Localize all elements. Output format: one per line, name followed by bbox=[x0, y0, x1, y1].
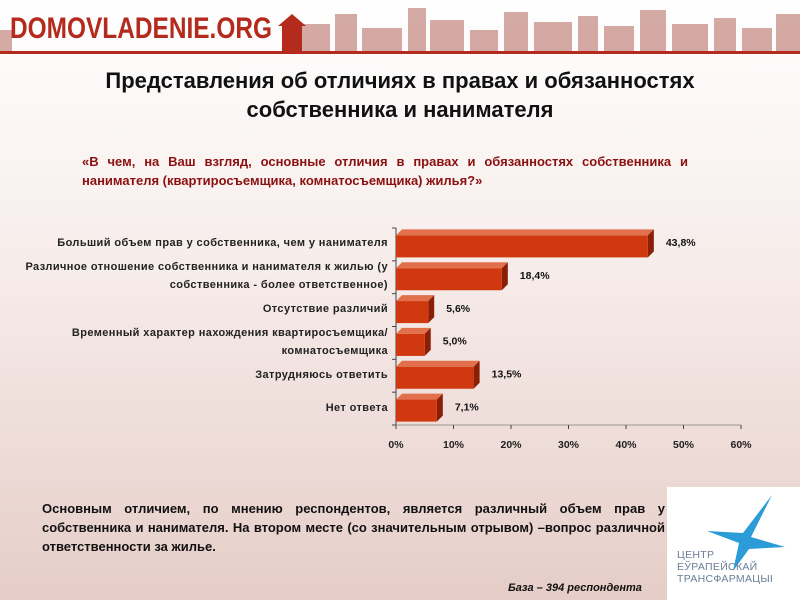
header-rule bbox=[0, 51, 800, 54]
value-label: 18,4% bbox=[520, 270, 550, 282]
bar-top bbox=[396, 295, 435, 302]
partner-star bbox=[707, 495, 785, 571]
bar-top bbox=[396, 229, 654, 236]
bar bbox=[396, 366, 474, 389]
bar-side bbox=[647, 229, 654, 258]
x-tick-label: 10% bbox=[443, 439, 465, 451]
value-label: 7,1% bbox=[455, 401, 480, 413]
bar bbox=[396, 333, 425, 356]
category-label: Различное отношение собственника и наним… bbox=[25, 261, 388, 292]
skyline bbox=[0, 8, 800, 52]
bar-top bbox=[396, 393, 443, 400]
site-logo: DOMOVLADENIE.ORG bbox=[10, 12, 272, 45]
summary: Основным отличием, по мнению респонденто… bbox=[42, 501, 665, 554]
value-label: 5,6% bbox=[446, 303, 471, 315]
bar-top bbox=[396, 360, 480, 367]
x-tick-label: 30% bbox=[558, 439, 580, 451]
value-label: 5,0% bbox=[443, 336, 468, 348]
bar-top bbox=[396, 262, 508, 269]
partner-logo-text: ЕЎРАПЕЙСКАЙ bbox=[677, 561, 758, 573]
category-label: Отсутствие различий bbox=[262, 303, 388, 316]
value-label: 13,5% bbox=[492, 369, 522, 381]
x-tick-label: 60% bbox=[730, 439, 752, 451]
base-note: База – 394 респондента bbox=[508, 582, 642, 594]
partner-logo: ЦЕНТР ЕЎРАПЕЙСКАЙ ТРАНСФАРМАЦЫІ bbox=[667, 487, 800, 600]
logo-house bbox=[278, 14, 306, 52]
bar bbox=[396, 235, 648, 258]
bar bbox=[396, 301, 429, 324]
bar bbox=[396, 268, 502, 291]
x-tick-label: 20% bbox=[500, 439, 522, 451]
x-tick-label: 0% bbox=[388, 439, 404, 451]
bar-side bbox=[501, 262, 508, 291]
bar-side bbox=[436, 393, 443, 422]
value-label: 43,8% bbox=[666, 237, 696, 249]
category-label: Затрудняюсь ответить bbox=[255, 368, 388, 381]
slide-title: Представления об отличиях в правах и обя… bbox=[105, 68, 695, 122]
x-tick-label: 40% bbox=[615, 439, 637, 451]
category-label: Временный характер нахождения квартиросъ… bbox=[71, 326, 388, 357]
bar-side bbox=[428, 295, 435, 324]
partner-logo-text: ТРАНСФАРМАЦЫІ bbox=[677, 573, 774, 585]
bar bbox=[396, 399, 437, 422]
bar-top bbox=[396, 327, 431, 334]
bar-side bbox=[473, 360, 480, 389]
question: «В чем, на Ваш взгляд, основные отличия … bbox=[82, 154, 688, 188]
category-label: Больший объем прав у собственника, чем у… bbox=[57, 237, 388, 250]
x-tick-label: 50% bbox=[673, 439, 695, 451]
category-label: Нет ответа bbox=[325, 401, 388, 414]
partner-logo-text: ЦЕНТР bbox=[677, 549, 715, 561]
bar-side bbox=[424, 327, 431, 356]
